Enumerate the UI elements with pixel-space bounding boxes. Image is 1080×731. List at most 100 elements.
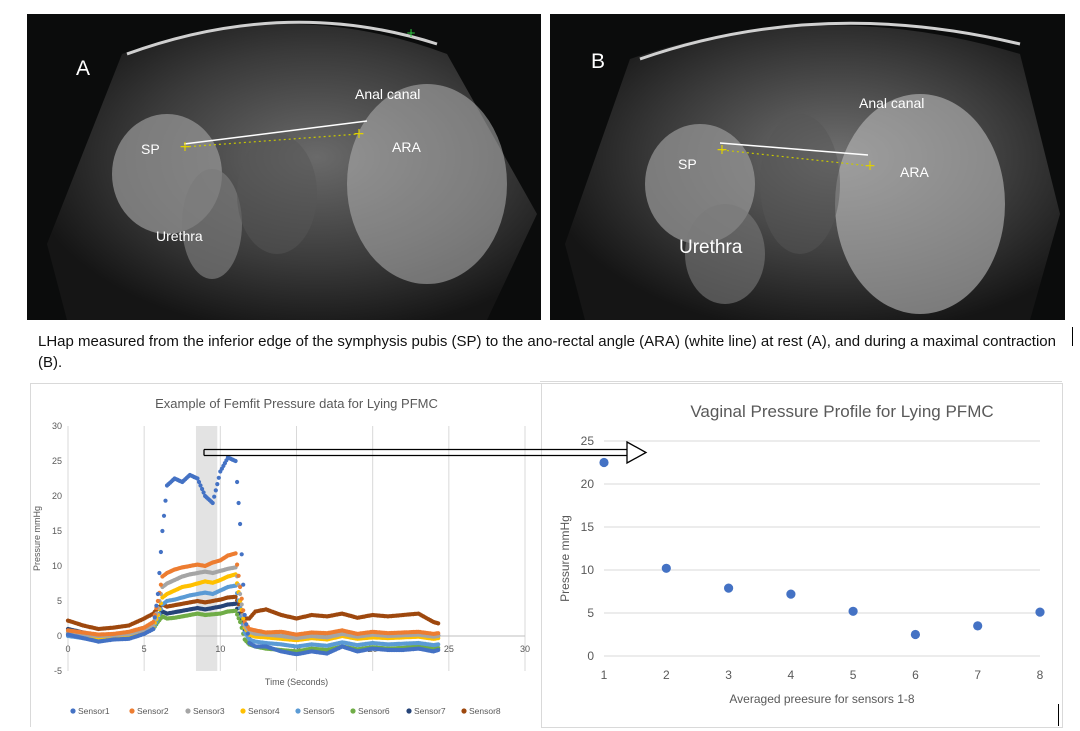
data-point	[436, 642, 441, 647]
chart-top-rule	[540, 381, 1062, 382]
data-point	[236, 573, 241, 578]
legend-marker	[461, 708, 467, 714]
legend-marker	[295, 708, 301, 714]
data-point	[151, 619, 156, 625]
data-point	[151, 626, 156, 632]
data-point	[154, 603, 159, 608]
ultrasound-panel-b: + + B SP Anal canal ARA Urethra	[550, 14, 1065, 320]
data-point	[201, 490, 206, 495]
svg-text:+: +	[716, 142, 728, 158]
panel-b-urethra-label: Urethra	[679, 237, 743, 258]
data-point	[158, 549, 163, 555]
x-tick-label: 2	[663, 668, 670, 682]
femfit-pressure-chart: Example of Femfit Pressure data for Lyin…	[30, 383, 542, 727]
panel-b-ara-label: ARA	[900, 164, 929, 180]
x-tick-label: 10	[215, 644, 225, 654]
chart-title: Example of Femfit Pressure data for Lyin…	[155, 396, 438, 411]
data-point	[195, 476, 200, 481]
legend-label: Sensor8	[469, 706, 501, 716]
data-point	[161, 513, 167, 518]
legend-label: Sensor2	[137, 706, 169, 716]
data-point	[236, 500, 241, 506]
ultrasound-image-b: + +	[565, 21, 1060, 320]
data-point	[233, 458, 238, 464]
data-point	[910, 629, 920, 640]
panel-a-ara-label: ARA	[392, 139, 421, 155]
data-point	[661, 563, 671, 573]
series-sensor8	[65, 594, 441, 632]
data-point	[786, 589, 796, 599]
data-point	[241, 608, 246, 613]
data-point	[245, 631, 250, 636]
data-point	[236, 616, 241, 621]
data-point	[213, 488, 218, 493]
x-tick-label: 3	[725, 668, 732, 682]
data-point	[235, 562, 240, 567]
data-point	[436, 621, 441, 626]
y-tick-label: 15	[52, 526, 62, 536]
data-point	[235, 612, 240, 617]
y-axis-label: Pressure mmHg	[558, 515, 572, 602]
y-tick-label: 20	[52, 491, 62, 501]
legend-label: Sensor3	[193, 706, 225, 716]
y-tick-label: 10	[581, 563, 595, 577]
data-point	[238, 584, 243, 590]
data-point	[239, 602, 244, 607]
y-tick-label: 5	[57, 596, 62, 606]
data-point	[215, 482, 220, 487]
legend-marker	[70, 708, 76, 714]
data-point	[239, 552, 244, 557]
data-point	[152, 615, 157, 620]
x-tick-label: 4	[788, 668, 795, 682]
data-point	[235, 479, 240, 485]
data-point	[212, 494, 217, 499]
data-point	[239, 596, 244, 601]
chart-title: Vaginal Pressure Profile for Lying PFMC	[690, 402, 993, 421]
legend-marker	[129, 708, 135, 714]
y-tick-label: 5	[587, 606, 594, 620]
x-tick-label: 25	[444, 644, 454, 654]
caption-edge-bar	[1072, 327, 1073, 346]
x-axis-label: Time (Seconds)	[265, 677, 328, 687]
series-sensor2	[65, 551, 441, 637]
series-sensor1	[65, 455, 441, 657]
y-tick-label: 15	[581, 520, 595, 534]
panel-a-letter: A	[76, 57, 91, 80]
panel-b-anal-canal-label: Anal canal	[859, 95, 925, 111]
highlight-band	[195, 426, 218, 671]
legend-label: Sensor6	[358, 706, 390, 716]
svg-text:+: +	[179, 139, 191, 155]
y-axis-label: Pressure mmHg	[32, 506, 42, 571]
legend-label: Sensor7	[414, 706, 446, 716]
data-point	[216, 475, 221, 480]
data-point	[241, 582, 246, 587]
legend-marker	[406, 708, 412, 714]
legend-label: Sensor4	[248, 706, 280, 716]
y-tick-label: 20	[581, 477, 595, 491]
data-point	[200, 486, 205, 492]
data-point	[724, 583, 734, 593]
y-tick-label: -5	[54, 666, 62, 676]
y-tick-label: 25	[52, 456, 62, 466]
x-tick-label: 8	[1037, 668, 1044, 682]
data-point	[210, 500, 215, 506]
panel-a-anal-canal-label: Anal canal	[355, 86, 421, 102]
data-point	[973, 621, 983, 631]
data-point	[436, 631, 441, 636]
legend-marker	[185, 708, 191, 714]
data-point	[233, 594, 238, 599]
data-point	[436, 647, 441, 653]
data-point	[233, 601, 238, 606]
y-tick-label: 25	[581, 434, 595, 448]
data-point	[1035, 607, 1045, 617]
data-point	[848, 606, 858, 616]
data-point	[160, 528, 165, 534]
data-point	[163, 498, 168, 503]
data-point	[157, 570, 162, 576]
data-point	[238, 591, 243, 597]
ultrasound-image-a: + + +	[47, 20, 537, 320]
x-tick-label: 1	[601, 668, 608, 682]
svg-text:+: +	[406, 26, 416, 40]
femfit-pressure-chart-svg: Example of Femfit Pressure data for Lyin…	[32, 396, 530, 716]
y-tick-label: 0	[587, 649, 594, 663]
